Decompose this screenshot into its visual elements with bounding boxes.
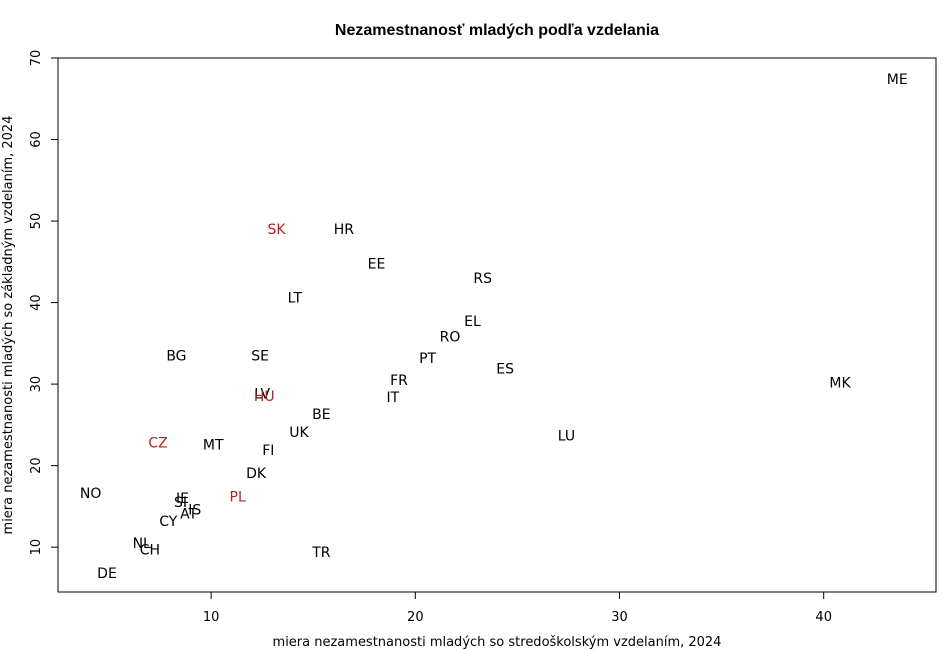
y-tick-label: 50 [29,213,44,230]
point-label-ie: IE [176,491,189,507]
point-label-is: IS [188,502,201,518]
x-tick-label: 20 [407,610,424,625]
point-label-fr: FR [390,373,408,389]
point-label-fi: FI [262,443,274,459]
point-label-me: ME [887,72,908,88]
point-label-pt: PT [419,351,436,367]
point-label-cz: CZ [148,436,167,452]
y-tick-label: 40 [29,294,44,311]
y-axis-title: miera nezamestnanosti mladých so základn… [1,116,16,535]
point-label-be: BE [312,407,330,423]
point-label-no: NO [80,486,102,502]
y-tick-label: 20 [29,457,44,474]
point-label-mk: MK [829,375,851,391]
x-tick-label: 10 [203,610,220,625]
point-label-cy: CY [159,514,178,530]
point-label-dk: DK [246,466,267,482]
point-label-tr: TR [311,545,331,561]
point-label-hr: HR [334,222,355,238]
x-axis: 10 20 30 40 [203,591,832,625]
point-label-de: DE [97,566,117,582]
y-tick-label: 70 [29,50,44,67]
point-label-mt: MT [203,437,224,453]
point-label-el: EL [464,314,481,330]
point-label-pl: PL [230,489,246,505]
chart-title: Nezamestnanosť mladých podľa vzdelania [335,22,659,39]
point-label-se: SE [251,348,269,364]
y-tick-label: 10 [29,539,44,556]
y-tick-label: 30 [29,376,44,393]
point-label-it: IT [387,390,400,406]
point-label-ro: RO [440,330,461,346]
point-label-ch: CH [140,542,160,558]
point-label-lv: LV [254,387,270,403]
point-label-at: AT [180,507,197,523]
x-tick-label: 40 [815,610,832,625]
y-axis: 10 20 30 40 50 60 70 [29,50,59,556]
x-tick-label: 30 [611,610,628,625]
point-label-si: SI [174,495,187,511]
point-label-uk: UK [289,425,309,441]
point-label-ee: EE [368,256,386,272]
point-label-bg: BG [166,348,186,364]
point-label-rs: RS [473,271,492,287]
point-label-nl: NL [133,536,151,552]
point-label-lt: LT [288,291,303,307]
point-label-sk: SK [267,222,286,238]
y-tick-label: 60 [29,131,44,148]
x-axis-title: miera nezamestnanosti mladých so stredoš… [273,635,722,650]
point-label-hu: HU [254,389,275,405]
point-label-lu: LU [558,428,575,444]
point-label-es: ES [496,361,514,377]
